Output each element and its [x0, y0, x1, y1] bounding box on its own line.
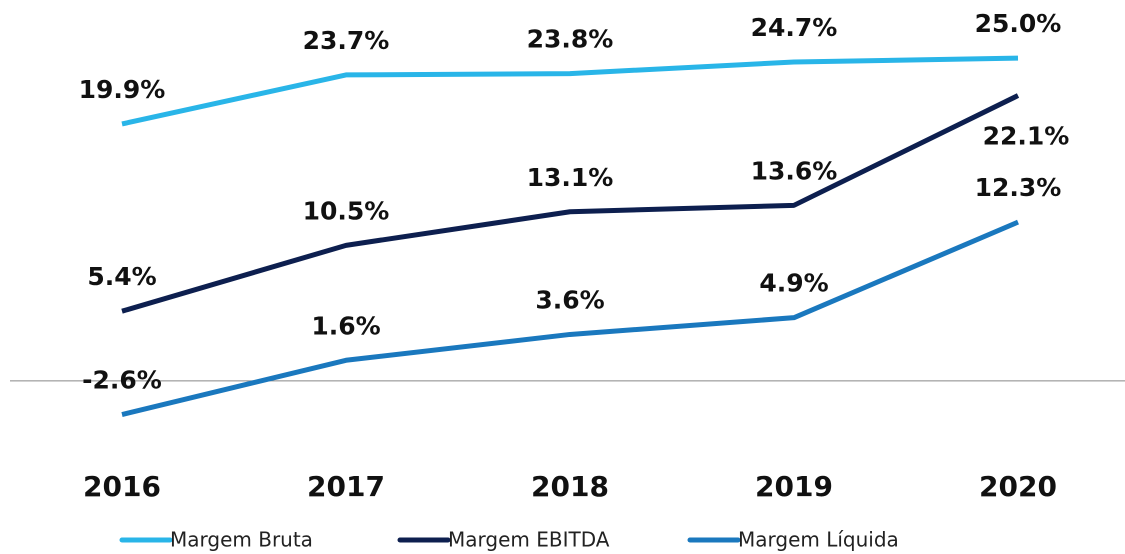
legend-label: Margem EBITDA [448, 528, 610, 552]
x-tick-label: 2020 [979, 470, 1057, 503]
data-label: 24.7% [751, 13, 838, 42]
data-label: 3.6% [535, 285, 604, 314]
series-line [121, 219, 1019, 417]
data-label: 23.7% [303, 26, 390, 55]
x-tick-label: 2016 [83, 470, 161, 503]
data-label: 19.9% [79, 75, 166, 104]
legend-label: Margem Bruta [170, 528, 313, 552]
x-tick-label: 2018 [531, 470, 609, 503]
x-tick-label: 2017 [307, 470, 385, 503]
data-label: -2.6% [82, 366, 162, 395]
data-label: 22.1% [983, 122, 1070, 151]
data-label: 5.4% [87, 262, 156, 291]
data-label: 12.3% [975, 173, 1062, 202]
data-label: 13.6% [751, 156, 838, 185]
data-label: 13.1% [527, 163, 614, 192]
data-label: 1.6% [311, 311, 380, 340]
data-label: 25.0% [975, 9, 1062, 38]
series-line [121, 93, 1020, 314]
data-label: 4.9% [759, 269, 828, 298]
series-line [121, 55, 1019, 127]
legend-label: Margem Líquida [738, 528, 899, 552]
data-label: 10.5% [303, 196, 390, 225]
x-tick-label: 2019 [755, 470, 833, 503]
data-label: 23.8% [527, 25, 614, 54]
